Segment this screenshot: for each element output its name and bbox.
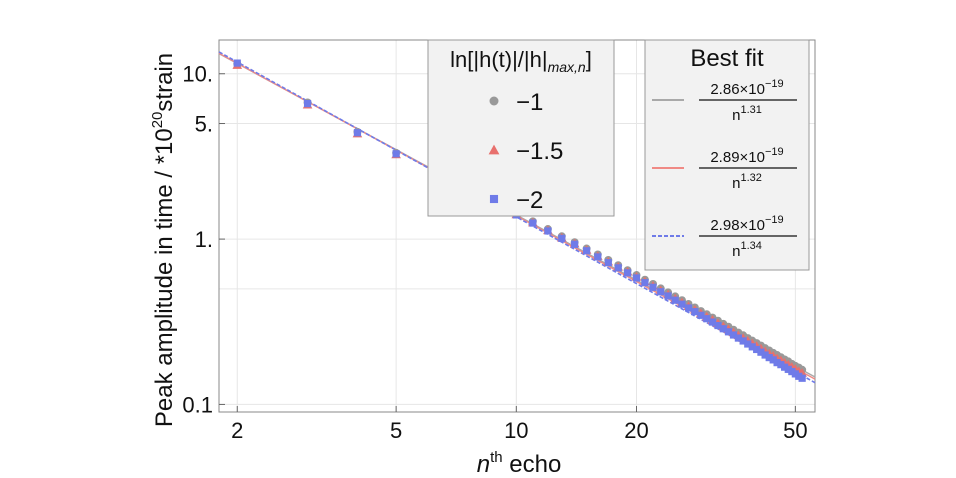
y-axis-title: Peak amplitude in time / *1020strain [149, 53, 178, 427]
data-point [664, 292, 672, 300]
x-axis-title-base: n [477, 451, 490, 478]
data-point [761, 351, 769, 359]
data-point [739, 337, 747, 345]
data-point [604, 259, 612, 267]
data-point [769, 356, 777, 364]
x-axis-title-rest: echo [503, 451, 562, 478]
data-point [632, 274, 641, 282]
data-point [558, 234, 566, 242]
legend-marker-symbol [489, 194, 499, 204]
legend-fit-numerator: 2.98×10−19 [710, 214, 783, 234]
legend-markers-title-close: ] [586, 47, 592, 72]
data-point [734, 334, 742, 342]
x-tick-label: 20 [624, 418, 648, 443]
legend-fit-numerator-exp: −19 [765, 78, 784, 90]
legend-fit-denominator-exp: 1.34 [740, 240, 761, 252]
data-point [678, 300, 686, 308]
legend-fit-denominator-base: n [732, 107, 740, 124]
legend-fit-numerator: 2.89×10−19 [710, 146, 783, 166]
data-point [529, 219, 537, 227]
legend-marker-symbol [489, 96, 499, 106]
data-point [392, 150, 400, 158]
data-point [724, 328, 733, 336]
legend-fits-box [644, 39, 810, 271]
x-axis-title: nth echo [477, 449, 562, 478]
data-point [753, 345, 761, 354]
data-point [583, 247, 591, 255]
x-tick-label: 2 [231, 418, 243, 443]
y-tick-label: 10. [182, 62, 213, 87]
data-point [798, 374, 806, 382]
legend-markers: ln[|h(t)|/|h|max,n] −1 −1.5 −2 [427, 39, 615, 217]
axis-ticks: 2 5 10 20 50 0.1 1. 5. 10. [182, 62, 807, 443]
data-point [777, 361, 785, 369]
legend-markers-title: ln[|h(t)|/|h|max,n] [450, 47, 592, 75]
data-points [232, 59, 807, 382]
data-point [571, 240, 579, 248]
legend-fit-numerator-base: 2.86×10 [710, 81, 765, 98]
legend-marker-label: −1 [516, 89, 543, 116]
legend-fit-numerator-base: 2.98×10 [710, 217, 765, 234]
legend-fit-denominator: n1.31 [732, 104, 762, 124]
data-point [544, 227, 552, 235]
data-point [773, 359, 781, 367]
y-tick-label: 5. [195, 112, 213, 137]
legend-fit-numerator-exp: −19 [765, 214, 784, 226]
data-point [303, 99, 312, 108]
data-point [233, 59, 241, 67]
data-point [748, 343, 756, 351]
data-point [697, 311, 705, 319]
legend-markers-title-sub: max,n [548, 59, 586, 75]
data-point [729, 331, 738, 339]
legend-fits: Best fit 2.86×10−19n1.312.89×10−19n1.322… [644, 39, 810, 271]
x-tick-label: 10 [504, 418, 528, 443]
x-axis-title-sup: th [490, 449, 503, 466]
data-point [353, 129, 362, 137]
data-point [623, 269, 632, 277]
legend-markers-box [427, 39, 615, 217]
data-point [714, 321, 722, 330]
data-point [691, 308, 699, 316]
x-tick-label: 5 [390, 418, 402, 443]
data-point [671, 296, 679, 304]
data-point [614, 264, 622, 272]
data-point [765, 353, 773, 362]
legend-marker-label: −2 [516, 187, 543, 214]
y-axis-title-rest: strain [151, 53, 178, 112]
legend-marker-label: −1.5 [516, 138, 563, 165]
x-tick-label: 50 [783, 418, 807, 443]
data-point [703, 315, 711, 323]
legend-fit-numerator-base: 2.89×10 [710, 149, 765, 166]
legend-fit-numerator: 2.86×10−19 [710, 78, 783, 98]
y-axis-title-sup: 20 [149, 112, 166, 129]
data-point [757, 348, 765, 356]
legend-marker-symbol [488, 144, 500, 155]
y-tick-label: 0.1 [182, 392, 213, 417]
data-point [719, 325, 727, 333]
data-point [781, 363, 789, 371]
data-point [594, 253, 602, 261]
legend-fit-numerator-exp: −19 [765, 146, 784, 158]
legend-markers-title-main: ln[|h(t)|/|h| [450, 47, 547, 72]
legend-fit-denominator: n1.34 [732, 240, 762, 260]
legend-fit-denominator-base: n [732, 175, 740, 192]
legend-fit-denominator-base: n [732, 243, 740, 260]
y-tick-label: 1. [195, 227, 213, 252]
data-point [649, 283, 657, 291]
legend-marker-rows: −1 −1.5 −2 [488, 89, 563, 214]
legend-fit-rows: 2.86×10−19n1.312.89×10−19n1.322.98×10−19… [652, 78, 797, 260]
data-point [657, 288, 665, 296]
data-point [744, 340, 752, 348]
legend-fit-denominator-exp: 1.32 [740, 172, 761, 184]
legend-fit-denominator-exp: 1.31 [740, 104, 761, 116]
legend-fit-denominator: n1.32 [732, 172, 762, 192]
y-axis-title-text: Peak amplitude in time / *10 [151, 128, 178, 427]
data-point [641, 279, 649, 287]
data-point [708, 318, 717, 326]
legend-fits-title: Best fit [690, 45, 764, 72]
data-point [684, 304, 693, 312]
